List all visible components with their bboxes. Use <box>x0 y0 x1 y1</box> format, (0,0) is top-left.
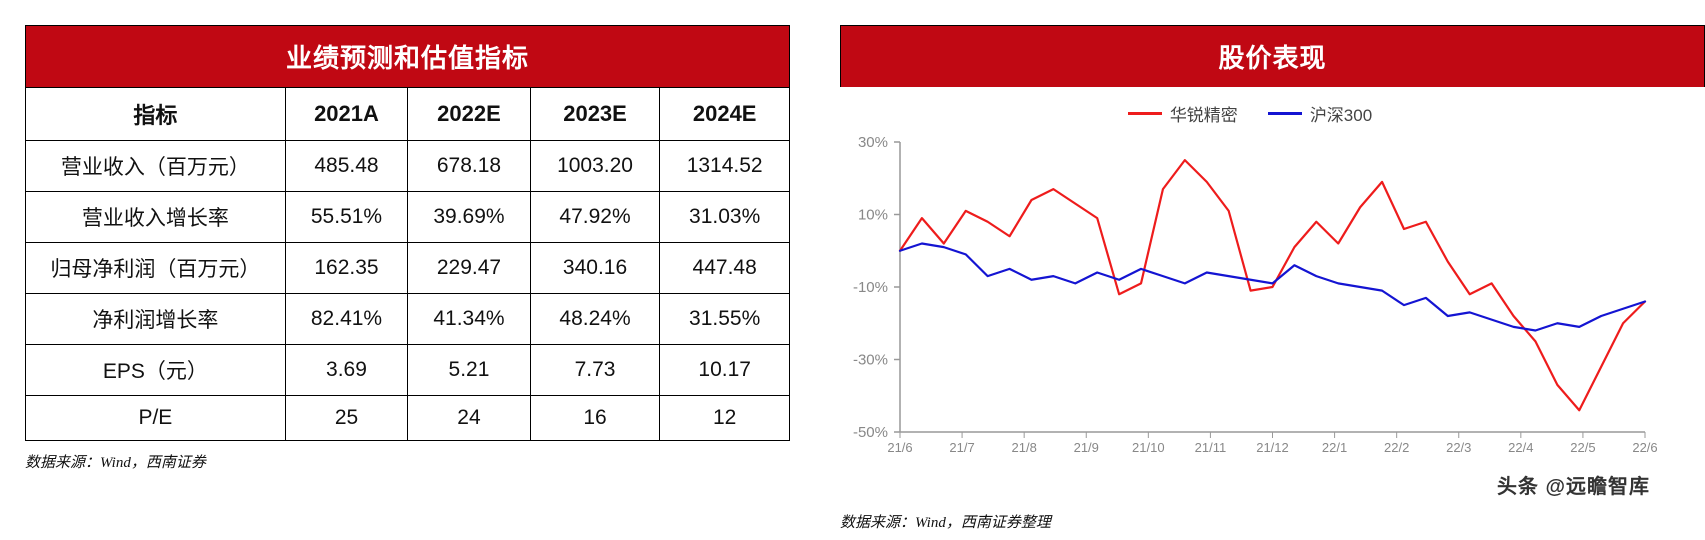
table-row-4: EPS（元） 3.69 5.21 7.73 10.17 <box>26 345 790 396</box>
table-row-2: 归母净利润（百万元） 162.35 229.47 340.16 447.48 <box>26 243 790 294</box>
table-cell-4-0: 3.69 <box>285 345 407 396</box>
svg-text:22/3: 22/3 <box>1446 440 1471 455</box>
table-cell-1-3: 31.03% <box>660 192 790 243</box>
svg-text:22/6: 22/6 <box>1632 440 1657 455</box>
watermark-text: 头条 @远瞻智库 <box>1497 470 1650 499</box>
legend-item-huarui: 华锐精密 <box>1128 101 1238 126</box>
line-chart-svg-container: 30% 10% -10% -30% -50% 21/6 21/7 21/8 21/9 21/10 2… <box>840 132 1660 462</box>
table-cell-2-0: 162.35 <box>285 243 407 294</box>
legend-label-hs300: 沪深300 <box>1310 101 1372 126</box>
table-col-header-2: 2022E <box>408 88 530 141</box>
table-cell-0-1: 678.18 <box>408 141 530 192</box>
table-cell-1-0: 55.51% <box>285 192 407 243</box>
table-cell-3-1: 41.34% <box>408 294 530 345</box>
svg-text:21/8: 21/8 <box>1012 440 1037 455</box>
svg-text:-50%: -50% <box>853 424 888 441</box>
left-panel: 业绩预测和估值指标 指标 2021A 2022E 2023E 2024E 营业收… <box>25 25 790 472</box>
table-row-5: P/E 25 24 16 12 <box>26 396 790 441</box>
right-panel-title: 股价表现 <box>840 25 1705 87</box>
table-col-header-1: 2021A <box>285 88 407 141</box>
table-row-1: 营业收入增长率 55.51% 39.69% 47.92% 31.03% <box>26 192 790 243</box>
legend-swatch-hs300 <box>1268 112 1302 115</box>
table-cell-3-0: 82.41% <box>285 294 407 345</box>
svg-text:22/1: 22/1 <box>1322 440 1347 455</box>
table-col-header-4: 2024E <box>660 88 790 141</box>
table-row-0: 营业收入（百万元） 485.48 678.18 1003.20 1314.52 <box>26 141 790 192</box>
table-cell-4-3: 10.17 <box>660 345 790 396</box>
svg-text:22/5: 22/5 <box>1570 440 1595 455</box>
svg-text:21/12: 21/12 <box>1256 440 1289 455</box>
table-cell-0-3: 1314.52 <box>660 141 790 192</box>
table-row-label-3: 净利润增长率 <box>26 294 286 345</box>
table-cell-2-1: 229.47 <box>408 243 530 294</box>
svg-text:30%: 30% <box>858 134 888 151</box>
legend-swatch-huarui <box>1128 112 1162 115</box>
line-chart-svg: 30% 10% -10% -30% -50%21/6 21/7 21/8 21/9 21/10 2… <box>840 132 1660 462</box>
table-row-label-0: 营业收入（百万元） <box>26 141 286 192</box>
table-cell-2-2: 340.16 <box>530 243 660 294</box>
table-row-label-5: P/E <box>26 396 286 441</box>
svg-text:22/2: 22/2 <box>1384 440 1409 455</box>
svg-text:21/9: 21/9 <box>1074 440 1099 455</box>
table-col-header-3: 2023E <box>530 88 660 141</box>
table-cell-0-0: 485.48 <box>285 141 407 192</box>
chart-legend: 华锐精密 沪深300 <box>840 101 1660 126</box>
left-source-note: 数据来源：Wind，西南证券 <box>25 451 790 472</box>
svg-text:-10%: -10% <box>853 279 888 296</box>
svg-text:10%: 10% <box>858 207 888 224</box>
table-cell-2-3: 447.48 <box>660 243 790 294</box>
table-cell-1-2: 47.92% <box>530 192 660 243</box>
svg-text:21/6: 21/6 <box>887 440 912 455</box>
table-row-3: 净利润增长率 82.41% 41.34% 48.24% 31.55% <box>26 294 790 345</box>
svg-text:21/7: 21/7 <box>949 440 974 455</box>
left-panel-title: 业绩预测和估值指标 <box>25 25 790 87</box>
svg-text:-30%: -30% <box>853 352 888 369</box>
legend-label-huarui: 华锐精密 <box>1170 101 1238 126</box>
svg-text:21/11: 21/11 <box>1195 440 1227 455</box>
svg-text:21/10: 21/10 <box>1132 440 1165 455</box>
table-row-label-1: 营业收入增长率 <box>26 192 286 243</box>
table-header-row: 指标 2021A 2022E 2023E 2024E <box>26 88 790 141</box>
table-cell-4-2: 7.73 <box>530 345 660 396</box>
table-cell-5-3: 12 <box>660 396 790 441</box>
table-cell-0-2: 1003.20 <box>530 141 660 192</box>
table-cell-3-3: 31.55% <box>660 294 790 345</box>
table-cell-5-1: 24 <box>408 396 530 441</box>
table-row-label-2: 归母净利润（百万元） <box>26 243 286 294</box>
forecast-table: 指标 2021A 2022E 2023E 2024E 营业收入（百万元） 485.… <box>25 87 790 441</box>
legend-item-hs300: 沪深300 <box>1268 101 1372 126</box>
table-cell-5-0: 25 <box>285 396 407 441</box>
table-body: 营业收入（百万元） 485.48 678.18 1003.20 1314.52 营业收入增… <box>26 141 790 441</box>
table-row-label-4: EPS（元） <box>26 345 286 396</box>
chart-area: 华锐精密 沪深300 30% 10% -10% -30% -50% 21/6 21/7 21/… <box>840 101 1660 501</box>
table-cell-1-1: 39.69% <box>408 192 530 243</box>
table-cell-3-2: 48.24% <box>530 294 660 345</box>
svg-text:22/4: 22/4 <box>1508 440 1533 455</box>
table-cell-4-1: 5.21 <box>408 345 530 396</box>
table-col-header-0: 指标 <box>26 88 286 141</box>
right-panel: 股价表现 华锐精密 沪深300 30% 10% -10% -30% -50% 21/6 21… <box>840 25 1705 532</box>
right-source-note: 数据来源：Wind，西南证券整理 <box>840 511 1705 532</box>
table-cell-5-2: 16 <box>530 396 660 441</box>
